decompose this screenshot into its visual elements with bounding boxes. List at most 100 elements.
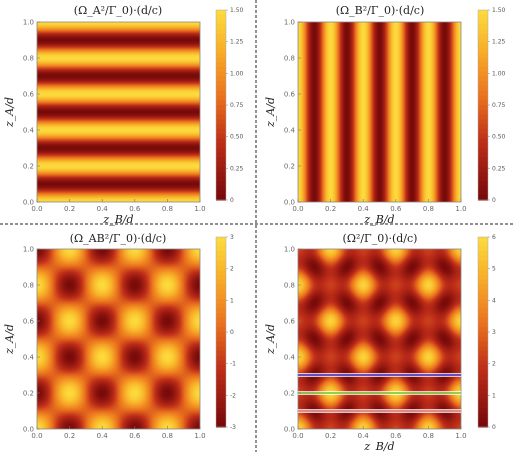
colorbar-swatch <box>216 351 226 357</box>
panel-title: (Ω_A²/Γ_0)·(d/c) <box>74 4 162 17</box>
colorbar-swatch <box>216 298 226 305</box>
colorbar-swatch <box>216 71 226 78</box>
heatmap-panel-3: (Ω_AB²/Γ_0)·(d/c) 0.0 0.2 0.4 0.6 0.8 1.0 0.0 0.… <box>3 232 236 440</box>
colorbar-swatch <box>478 29 488 35</box>
colorbar-swatch <box>216 24 226 30</box>
colorbar-swatch <box>216 398 226 404</box>
colorbar-swatch <box>478 33 488 40</box>
colorbar-swatch <box>478 370 488 376</box>
colorbar-swatch <box>216 171 226 177</box>
colorbar-swatch <box>478 412 488 419</box>
colorbar-swatch <box>478 308 488 314</box>
colorbar-swatch <box>478 109 488 116</box>
colorbar-swatch <box>216 313 226 319</box>
colorbar-swatch <box>478 71 488 78</box>
colorbar-swatch <box>216 38 226 44</box>
y-tick-label: 0.2 <box>23 390 34 398</box>
x-tick-label: 0.6 <box>129 432 141 440</box>
colorbar-swatch <box>478 265 488 271</box>
colorbar-swatch <box>478 124 488 130</box>
y-axis-label: z_A/d <box>3 97 16 128</box>
colorbar-swatch <box>478 162 488 168</box>
colorbar-swatch <box>216 128 226 135</box>
colorbar-swatch <box>216 109 226 116</box>
x-tick-label: 1.0 <box>455 205 466 213</box>
y-tick-label: 0.0 <box>23 426 34 434</box>
colorbar-swatch <box>478 341 488 347</box>
colorbar-tick-label: 0 <box>492 197 496 204</box>
heatmap-panel-2: (Ω_B²/Γ_0)·(d/c) 0.0 0.2 0.4 0.6 0.8 1.0 0.0 0.2… <box>264 4 506 226</box>
colorbar: 0 0.25 0.50 0.75 1.00 1.25 1.50 <box>477 7 506 204</box>
colorbar-swatch <box>478 181 488 187</box>
colorbar-swatch <box>478 393 488 400</box>
x-tick-label: 0.8 <box>423 432 434 440</box>
heatmap-panel-1: (Ω_A²/Γ_0)·(d/c) 0.0 0.2 0.4 0.6 0.8 1.0 0.0 0.2… <box>3 4 244 226</box>
heatmap-panel-4: (Ω²/Γ_0)·(d/c) 0.0 0.2 0.4 0.6 0.8 1.0 0.0 0.2 0.… <box>264 232 496 453</box>
colorbar-swatch <box>478 143 488 149</box>
y-axis-label: z_A/d <box>264 97 277 128</box>
colorbar-swatch <box>478 360 488 366</box>
x-tick-label: 0.8 <box>423 205 434 213</box>
colorbar-swatch <box>478 275 488 281</box>
colorbar-tick-label: 0.75 <box>230 102 244 109</box>
colorbar: 0 0.25 0.50 0.75 1.00 1.25 1.50 <box>215 7 244 204</box>
colorbar-swatch <box>478 185 488 192</box>
colorbar-swatch <box>478 327 488 333</box>
colorbar-swatch <box>478 384 488 390</box>
colorbar-swatch <box>216 308 226 314</box>
colorbar-tick-label: 4 <box>492 297 496 304</box>
y-tick-label: 0.8 <box>23 282 34 290</box>
colorbar-tick-label: 3 <box>230 234 234 241</box>
colorbar-swatch <box>478 374 488 381</box>
x-tick-label: 0.4 <box>97 205 109 213</box>
colorbar-swatch <box>478 260 488 267</box>
colorbar-swatch <box>478 270 488 276</box>
colorbar-tick-label: 1.50 <box>492 7 506 14</box>
colorbar-swatch <box>478 24 488 30</box>
colorbar-swatch <box>216 322 226 328</box>
colorbar-swatch <box>478 403 488 409</box>
colorbar-swatch <box>478 48 488 54</box>
colorbar-swatch <box>216 422 226 428</box>
colorbar-swatch <box>216 33 226 40</box>
colorbar-swatch <box>478 76 488 82</box>
colorbar-swatch <box>216 62 226 68</box>
x-axis-label: z_B/d <box>363 213 394 226</box>
colorbar-swatch <box>478 157 488 163</box>
colorbar-swatch <box>478 147 488 154</box>
colorbar-swatch <box>216 114 226 120</box>
colorbar-swatch <box>478 190 488 196</box>
colorbar-tick-label: 1.00 <box>492 70 506 77</box>
colorbar-tick-label: 0.25 <box>230 165 244 172</box>
colorbar-swatch <box>478 256 488 262</box>
colorbar-swatch <box>216 389 226 395</box>
heatmap-image <box>37 249 200 429</box>
y-tick-label: 1.0 <box>23 19 34 27</box>
colorbar-swatch <box>216 237 226 243</box>
colorbar-tick-label: 1.50 <box>230 7 244 14</box>
colorbar-tick-label: 0 <box>230 197 234 204</box>
colorbar-swatch <box>216 241 226 248</box>
colorbar-swatch <box>216 346 226 352</box>
y-tick-label: 0.6 <box>23 318 35 326</box>
plot-frame <box>297 21 462 203</box>
colorbar-swatch <box>478 114 488 120</box>
colorbar-swatch <box>216 124 226 130</box>
colorbar-swatch <box>478 171 488 177</box>
colorbar-swatch <box>478 351 488 357</box>
y-axis-label: z_A/d <box>264 324 277 355</box>
colorbar-swatch <box>478 100 488 106</box>
colorbar-swatch <box>216 195 226 201</box>
panel-title: (Ω_B²/Γ_0)·(d/c) <box>336 4 425 17</box>
colorbar-swatch <box>478 284 488 290</box>
colorbar-swatch <box>216 157 226 163</box>
y-tick-label: 0.4 <box>284 354 296 362</box>
colorbar-swatch <box>478 43 488 49</box>
colorbar-swatch <box>478 389 488 395</box>
colorbar: 0 1 2 3 4 5 6 <box>477 234 496 431</box>
colorbar-swatch <box>216 10 226 16</box>
colorbar-swatch <box>216 143 226 149</box>
colorbar-swatch <box>216 81 226 87</box>
